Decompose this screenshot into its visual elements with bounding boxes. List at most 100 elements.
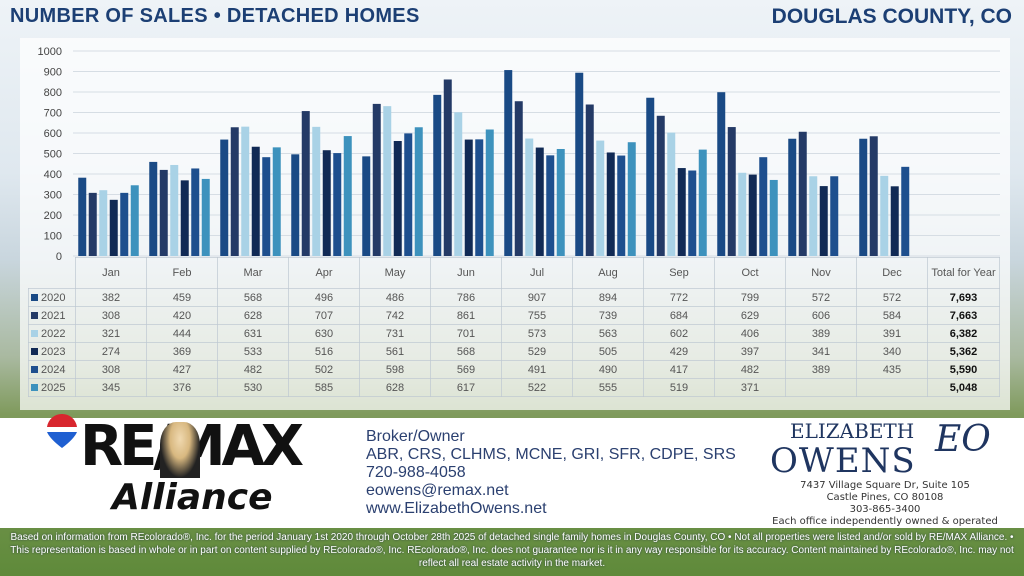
table-cell: 629 <box>714 306 786 325</box>
table-row: 2020 382 459 568 496 486 786 907 894 772 799 572 572… <box>28 288 1000 307</box>
bar-2025-mar <box>272 147 281 256</box>
table-cell: 628 <box>217 306 289 325</box>
bar-2021-feb <box>159 169 168 256</box>
bar-2022-jul <box>525 138 534 256</box>
table-cell: 389 <box>785 360 857 379</box>
bar-2024-feb <box>191 168 200 256</box>
bar-2023-jul <box>535 147 544 256</box>
legend-2020: 2020 <box>28 288 76 307</box>
table-cell: 772 <box>643 288 715 307</box>
table-cell: 572 <box>856 288 928 307</box>
bar-2025-sep <box>698 149 707 256</box>
table-cell: 490 <box>572 360 644 379</box>
month-header: Feb <box>146 257 218 289</box>
bar-2020-jun <box>433 94 442 257</box>
table-cell: 568 <box>430 342 502 361</box>
table-cell: 516 <box>288 342 360 361</box>
bar-2021-aug <box>585 104 594 256</box>
contact-phone[interactable]: 720-988-4058 <box>366 464 466 481</box>
bar-2022-jan <box>99 190 108 256</box>
table-cell: 308 <box>75 360 147 379</box>
table-row: 2024 308 427 482 502 598 569 491 490 417 482 389 435… <box>28 360 1000 379</box>
y-tick-label: 800 <box>44 87 62 99</box>
bar-2021-jun <box>443 79 452 257</box>
table-cell: 572 <box>785 288 857 307</box>
office-notice: Each office independently owned & operat… <box>772 516 998 527</box>
bar-2023-nov <box>819 186 828 256</box>
logo-first-name: ELIZABETH <box>790 419 915 443</box>
table-cell: 391 <box>856 324 928 343</box>
bar-2024-apr <box>333 153 342 256</box>
bar-2021-oct <box>727 127 736 257</box>
y-tick-label: 500 <box>44 149 62 161</box>
bar-2021-sep <box>656 115 665 256</box>
bar-2020-dec <box>859 138 868 256</box>
legend-swatch <box>31 384 38 392</box>
agent-photo <box>160 422 200 478</box>
bar-2020-jan <box>78 177 87 256</box>
disclaimer: Based on information from REcolorado®, I… <box>10 532 1014 569</box>
legend-swatch <box>31 348 38 356</box>
month-header: Dec <box>856 257 928 289</box>
table-row: 2025 345 376 530 585 628 617 522 555 519 371 5,048 <box>28 378 1000 397</box>
office-address: 7437 Village Square Dr, Suite 105 Castle… <box>750 480 1020 528</box>
table-cell: 755 <box>501 306 573 325</box>
bar-2020-oct <box>717 92 726 256</box>
table-cell: 321 <box>75 324 147 343</box>
bar-2022-nov <box>809 176 818 256</box>
table-cell: 585 <box>288 378 360 397</box>
table-cell: 617 <box>430 378 502 397</box>
y-tick-label: 600 <box>44 128 62 140</box>
bar-2021-jul <box>514 101 523 256</box>
bar-2023-jan <box>109 199 118 256</box>
y-tick-label: 100 <box>44 231 62 243</box>
month-header: Aug <box>572 257 644 289</box>
eo-monogram: EO <box>935 419 991 460</box>
bar-2025-aug <box>627 142 636 256</box>
alliance-logo: Alliance <box>112 477 273 518</box>
table-cell: 389 <box>785 324 857 343</box>
table-cell: 397 <box>714 342 786 361</box>
table-cell: 563 <box>572 324 644 343</box>
table-cell: 739 <box>572 306 644 325</box>
bar-2022-oct <box>738 172 747 256</box>
data-table: Jan Feb Mar Apr May Jun Jul Aug Sep Oct Nov Dec Tota… <box>28 257 1000 397</box>
legend-swatch <box>31 294 38 302</box>
table-cell <box>856 378 928 397</box>
table-cell: 274 <box>75 342 147 361</box>
year-total: 6,382 <box>927 324 1000 343</box>
contact-email[interactable]: eowens@remax.net <box>366 482 509 499</box>
table-row: 2023 274 369 533 516 561 568 529 505 429 397 341 340… <box>28 342 1000 361</box>
bar-2022-sep <box>667 132 676 256</box>
table-cell: 519 <box>643 378 715 397</box>
bar-2021-mar <box>230 127 239 256</box>
legend-2022: 2022 <box>28 324 76 343</box>
logo-last-name: OWENS <box>770 441 916 481</box>
bar-2023-may <box>393 140 402 256</box>
bar-2025-oct <box>769 179 778 256</box>
bar-2022-apr <box>312 126 321 256</box>
bar-2024-jul <box>546 155 555 256</box>
table-cell: 707 <box>288 306 360 325</box>
table-cell: 482 <box>714 360 786 379</box>
bar-2022-aug <box>596 140 605 256</box>
legend-2023: 2023 <box>28 342 76 361</box>
table-cell: 731 <box>359 324 431 343</box>
y-tick-label: 900 <box>44 67 62 79</box>
table-cell: 505 <box>572 342 644 361</box>
table-cell: 530 <box>217 378 289 397</box>
table-cell: 561 <box>359 342 431 361</box>
table-cell: 742 <box>359 306 431 325</box>
bar-2020-may <box>362 156 371 256</box>
table-cell: 598 <box>359 360 431 379</box>
table-cell: 529 <box>501 342 573 361</box>
table-cell: 382 <box>75 288 147 307</box>
bar-2021-dec <box>869 136 878 256</box>
region-title: DOUGLAS COUNTY, CO <box>771 5 1012 28</box>
year-total: 7,663 <box>927 306 1000 325</box>
month-header: Sep <box>643 257 715 289</box>
contact-website[interactable]: www.ElizabethOwens.net <box>366 500 547 517</box>
bar-2022-feb <box>170 164 179 256</box>
bar-2020-mar <box>220 139 229 256</box>
